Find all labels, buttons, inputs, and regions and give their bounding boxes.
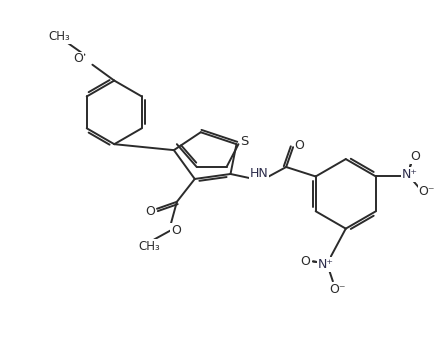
Text: O: O [293,139,303,152]
Text: N⁺: N⁺ [317,258,333,271]
Text: O: O [73,52,83,65]
Text: O: O [145,205,155,218]
Text: O⁻: O⁻ [329,283,345,296]
Text: O: O [299,255,309,268]
Text: O⁻: O⁻ [418,185,434,198]
Text: HN: HN [250,168,268,181]
Text: N⁺: N⁺ [401,168,417,181]
Text: O: O [171,224,181,237]
Text: CH₃: CH₃ [49,30,70,43]
Text: O: O [410,150,420,163]
Text: CH₃: CH₃ [138,240,160,253]
Text: S: S [240,135,248,148]
